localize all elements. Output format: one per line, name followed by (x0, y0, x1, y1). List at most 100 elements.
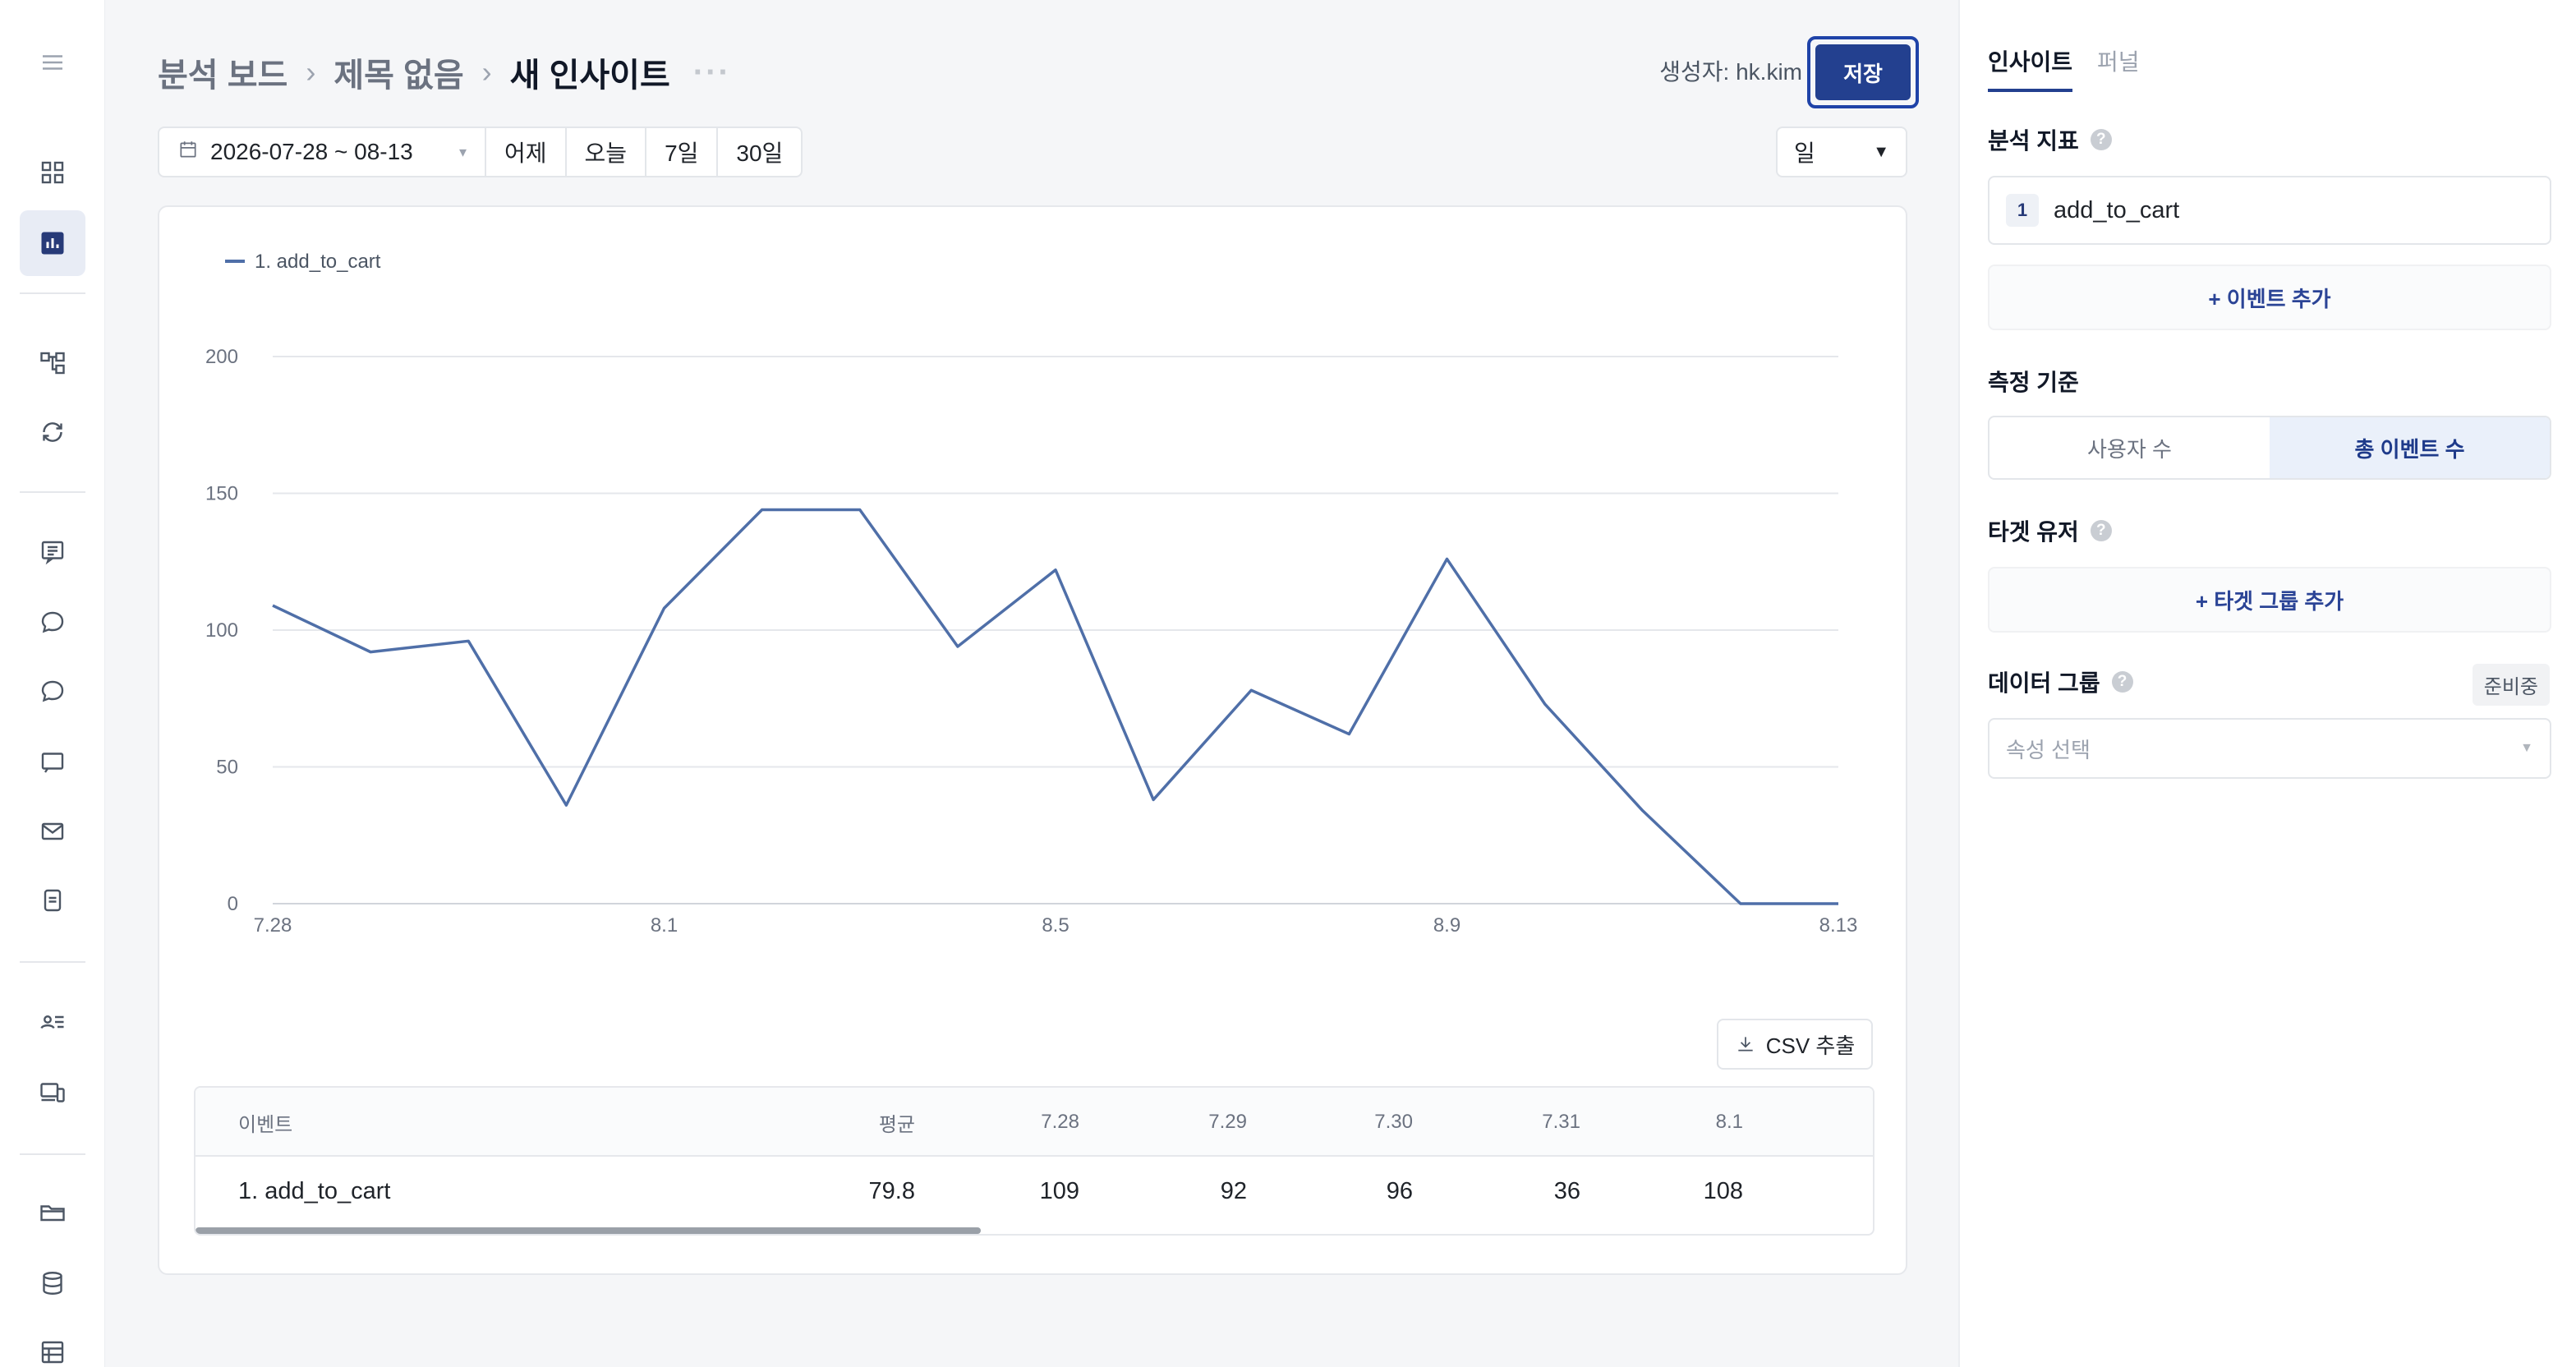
target-section-title: 타겟 유저 ? (1988, 514, 2112, 547)
data-group-section-title: 데이터 그룹 ? (1988, 665, 2133, 698)
document-icon[interactable] (20, 868, 85, 933)
caret-down-icon: ▼ (1873, 142, 1889, 161)
row-event: 1. add_to_cart (238, 1177, 391, 1204)
metric-index: 1 (2006, 194, 2039, 227)
header-date[interactable]: 7.29 (1208, 1111, 1247, 1133)
more-icon[interactable]: ··· (692, 53, 731, 90)
add-event-button[interactable]: + 이벤트 추가 (1988, 265, 2551, 330)
header-date[interactable]: 7.30 (1374, 1111, 1413, 1133)
quick-today-button[interactable]: 오늘 (567, 128, 647, 176)
metric-title-text: 분석 지표 (1988, 128, 2079, 154)
measure-toggle: 사용자 수 총 이벤트 수 (1988, 416, 2551, 480)
attribute-select[interactable]: 속성 선택 ▼ (1988, 718, 2551, 779)
chevron-right-icon: › (481, 55, 492, 89)
y-tick-label: 0 (228, 893, 238, 915)
quick-yesterday-button[interactable]: 어제 (486, 128, 567, 176)
breadcrumb: 분석 보드 › 제목 없음 › 새 인사이트 ··· (158, 49, 731, 95)
users-icon[interactable] (20, 989, 85, 1055)
header-date[interactable]: 8.1 (1715, 1111, 1743, 1133)
header-date[interactable]: 7.31 (1542, 1111, 1580, 1133)
chat-bubble-icon[interactable] (20, 659, 85, 725)
caret-down-icon: ▼ (2520, 741, 2533, 755)
help-icon[interactable]: ? (2111, 671, 2133, 693)
chart-card: 0 50 100 150 200 7.28 8.1 8.5 8.9 8.13 1. add_to_c… (158, 205, 1907, 1275)
x-tick-label: 8.1 (651, 914, 678, 937)
y-tick-label: 150 (205, 483, 238, 505)
dashboard-icon[interactable] (20, 140, 85, 205)
date-range-picker[interactable]: 2026-07-28 ~ 08-13 ▾ (159, 128, 486, 176)
series-line (272, 508, 1838, 905)
horizontal-scrollbar[interactable] (196, 1227, 981, 1234)
chevron-right-icon: › (306, 55, 316, 89)
row-value: 108 (1703, 1177, 1743, 1204)
csv-export-button[interactable]: CSV 추출 (1717, 1019, 1873, 1070)
tab-insight[interactable]: 인사이트 (1988, 44, 2073, 92)
database-icon[interactable] (20, 1250, 85, 1316)
panel-tabs: 인사이트 퍼널 (1988, 44, 2140, 92)
tab-funnel[interactable]: 퍼널 (2097, 49, 2140, 75)
attribute-placeholder: 속성 선택 (2006, 737, 2091, 762)
breadcrumb-untitled[interactable]: 제목 없음 (334, 58, 464, 94)
settings-panel: 인사이트 퍼널 분석 지표 ? 1 add_to_cart + 이벤트 추가 측… (1958, 0, 2576, 1367)
breadcrumb-analysis-board[interactable]: 분석 보드 (158, 58, 288, 94)
rail-divider (20, 961, 85, 963)
measure-title-text: 측정 기준 (1988, 370, 2079, 395)
mail-icon[interactable] (20, 799, 85, 864)
period-value: 일 (1794, 140, 1815, 166)
save-button[interactable]: 저장 (1815, 44, 1911, 100)
row-average: 79.8 (868, 1177, 915, 1204)
folder-icon[interactable] (20, 1180, 85, 1245)
message-icon[interactable] (20, 730, 85, 795)
add-target-group-button[interactable]: + 타겟 그룹 추가 (1988, 567, 2551, 633)
date-range-value: 2026-07-28 ~ 08-13 (210, 139, 413, 164)
calendar-icon (177, 139, 199, 166)
devices-icon[interactable] (20, 1060, 85, 1125)
row-value: 109 (1039, 1177, 1079, 1204)
caret-down-icon: ▾ (458, 143, 467, 160)
rail-divider (20, 292, 85, 294)
icon-sidebar (0, 0, 105, 1367)
menu-icon[interactable] (20, 30, 85, 95)
x-tick-label: 8.13 (1819, 914, 1858, 937)
legend-label: 1. add_to_cart (255, 251, 381, 273)
rail-divider (20, 1153, 85, 1155)
main-area: 분석 보드 › 제목 없음 › 새 인사이트 ··· 생성자: hk.kim 저… (105, 0, 1958, 1367)
row-value: 92 (1220, 1177, 1247, 1204)
author-label: 생성자: hk.kim (1659, 59, 1802, 85)
metric-name: add_to_cart (2054, 196, 2180, 223)
row-value: 36 (1553, 1177, 1580, 1204)
header-date[interactable]: 7.28 (1041, 1111, 1079, 1133)
y-tick-label: 50 (216, 757, 238, 779)
metric-item[interactable]: 1 add_to_cart (1988, 176, 2551, 245)
flow-icon[interactable] (20, 330, 85, 396)
line-chart: 0 50 100 150 200 7.28 8.1 8.5 8.9 8.13 1. add_to_c… (205, 251, 1858, 937)
refresh-icon[interactable] (20, 399, 85, 465)
data-group-title-text: 데이터 그룹 (1988, 670, 2100, 696)
data-table: 이벤트 평균 7.28 7.29 7.30 7.31 8.1 1. add_to… (194, 1086, 1874, 1236)
header-average[interactable]: 평균 (878, 1113, 915, 1136)
help-icon[interactable]: ? (2090, 520, 2112, 541)
quick-7days-button[interactable]: 7일 (646, 128, 719, 176)
table-row: 1. add_to_cart 79.8 109 92 96 36 108 (196, 1157, 1873, 1226)
target-title-text: 타겟 유저 (1988, 519, 2079, 545)
help-icon[interactable]: ? (2090, 129, 2112, 150)
measure-section-title: 측정 기준 (1988, 365, 2079, 398)
x-tick-label: 8.5 (1042, 914, 1069, 937)
y-tick-label: 200 (205, 346, 238, 368)
x-tick-label: 8.9 (1433, 914, 1460, 937)
measure-users-option[interactable]: 사용자 수 (2087, 436, 2172, 462)
board-icon[interactable] (20, 519, 85, 585)
measure-total-events-option[interactable]: 총 이벤트 수 (2270, 417, 2550, 478)
chat-icon[interactable] (20, 590, 85, 656)
save-button-focus-ring: 저장 (1807, 36, 1919, 108)
table-header: 이벤트 평균 7.28 7.29 7.30 7.31 8.1 (196, 1088, 1873, 1157)
period-select[interactable]: 일 ▼ (1776, 127, 1907, 177)
quick-30days-button[interactable]: 30일 (736, 140, 784, 166)
rail-divider (20, 491, 85, 493)
analytics-icon[interactable] (20, 210, 85, 276)
download-icon (1738, 1037, 1753, 1052)
coming-soon-badge: 준비중 (2472, 664, 2550, 706)
x-tick-label: 7.28 (254, 914, 292, 937)
metric-section-title: 분석 지표 ? (1988, 123, 2112, 156)
table-icon[interactable] (20, 1319, 85, 1367)
